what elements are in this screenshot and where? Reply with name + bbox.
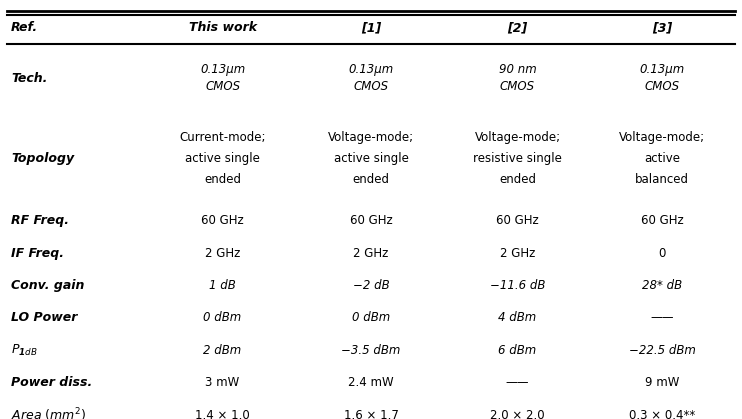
Text: −11.6 dB: −11.6 dB — [490, 279, 545, 292]
Text: 28* dB: 28* dB — [642, 279, 683, 292]
Text: 1.6 × 1.7: 1.6 × 1.7 — [344, 409, 398, 419]
Text: $\mathbf{\mathit{Area}}$ $(mm^2)$: $\mathbf{\mathit{Area}}$ $(mm^2)$ — [11, 406, 86, 419]
Text: 0.13μm: 0.13μm — [640, 63, 685, 76]
Text: ——: —— — [506, 376, 529, 389]
Text: Ref.: Ref. — [11, 21, 39, 34]
Text: ended: ended — [204, 173, 241, 186]
Text: 0.13μm: 0.13μm — [200, 63, 245, 76]
Text: 9 mW: 9 mW — [645, 376, 680, 389]
Text: Current-mode;: Current-mode; — [180, 131, 266, 144]
Text: ——: —— — [651, 311, 674, 324]
Text: $P_{\mathregular{1}dB}$: $P_{\mathregular{1}dB}$ — [11, 343, 38, 358]
Text: 60 GHz: 60 GHz — [349, 214, 393, 227]
Text: active single: active single — [334, 152, 408, 165]
Text: CMOS: CMOS — [353, 80, 389, 93]
Text: Power diss.: Power diss. — [11, 376, 93, 389]
Text: active: active — [644, 152, 680, 165]
Text: active single: active single — [186, 152, 260, 165]
Text: Voltage-mode;: Voltage-mode; — [474, 131, 561, 144]
Text: IF Freq.: IF Freq. — [11, 246, 64, 259]
Text: −22.5 dBm: −22.5 dBm — [628, 344, 696, 357]
Text: ended: ended — [499, 173, 536, 186]
Text: CMOS: CMOS — [205, 80, 240, 93]
Text: 3 mW: 3 mW — [206, 376, 240, 389]
Text: 60 GHz: 60 GHz — [496, 214, 539, 227]
Text: 2.4 mW: 2.4 mW — [348, 376, 394, 389]
Text: RF Freq.: RF Freq. — [11, 214, 69, 227]
Text: 4 dBm: 4 dBm — [499, 311, 536, 324]
Text: CMOS: CMOS — [500, 80, 535, 93]
Text: Voltage-mode;: Voltage-mode; — [619, 131, 706, 144]
Text: 60 GHz: 60 GHz — [641, 214, 683, 227]
Text: balanced: balanced — [635, 173, 689, 186]
Text: [1]: [1] — [361, 21, 381, 34]
Text: This work: This work — [188, 21, 257, 34]
Text: 90 nm: 90 nm — [499, 63, 536, 76]
Text: Tech.: Tech. — [11, 72, 47, 85]
Text: LO Power: LO Power — [11, 311, 77, 324]
Text: ended: ended — [352, 173, 390, 186]
Text: CMOS: CMOS — [645, 80, 680, 93]
Text: 0.3 × 0.4**: 0.3 × 0.4** — [629, 409, 695, 419]
Text: 2.0 × 2.0: 2.0 × 2.0 — [490, 409, 545, 419]
Text: 2 GHz: 2 GHz — [500, 246, 535, 259]
Text: 2 dBm: 2 dBm — [203, 344, 242, 357]
Text: Conv. gain: Conv. gain — [11, 279, 85, 292]
Text: resistive single: resistive single — [473, 152, 562, 165]
Text: −3.5 dBm: −3.5 dBm — [341, 344, 401, 357]
Text: −2 dB: −2 dB — [352, 279, 390, 292]
Text: [2]: [2] — [508, 21, 528, 34]
Text: 6 dBm: 6 dBm — [499, 344, 536, 357]
Text: [3]: [3] — [652, 21, 672, 34]
Text: 0.13μm: 0.13μm — [349, 63, 393, 76]
Text: 2 GHz: 2 GHz — [205, 246, 240, 259]
Text: Voltage-mode;: Voltage-mode; — [328, 131, 414, 144]
Text: Topology: Topology — [11, 152, 74, 165]
Text: 0 dBm: 0 dBm — [203, 311, 242, 324]
Text: 1.4 × 1.0: 1.4 × 1.0 — [195, 409, 250, 419]
Text: 1 dB: 1 dB — [209, 279, 236, 292]
Text: 2 GHz: 2 GHz — [353, 246, 389, 259]
Text: 0 dBm: 0 dBm — [352, 311, 390, 324]
Text: 60 GHz: 60 GHz — [201, 214, 244, 227]
Text: 0: 0 — [659, 246, 666, 259]
